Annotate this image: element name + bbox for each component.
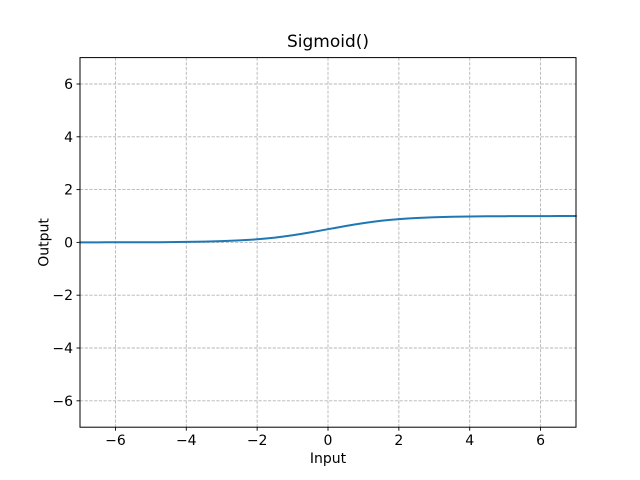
x-tick-label: −6 <box>105 433 126 449</box>
sigmoid-curve <box>79 215 577 244</box>
x-tick-label: 6 <box>536 433 545 449</box>
y-tick-label: −6 <box>52 394 73 410</box>
series-layer <box>79 215 577 244</box>
x-tick-label: −2 <box>247 433 268 449</box>
x-tick-label: −4 <box>176 433 197 449</box>
y-tick-label: 0 <box>64 235 73 251</box>
tick-layer: −6 −4 −2 0 2 4 6 −6 −4 −2 0 2 4 6 <box>52 77 545 449</box>
y-tick-label: 4 <box>64 130 73 146</box>
x-axis-label: Input <box>310 451 347 467</box>
y-axis-label: Output <box>37 218 53 267</box>
y-tick-label: 2 <box>64 183 73 199</box>
x-tick-label: 0 <box>324 433 333 449</box>
y-tick-label: −4 <box>52 341 73 357</box>
grid-layer <box>80 57 576 428</box>
y-tick-label: −2 <box>52 288 73 304</box>
y-tick-label: 6 <box>64 77 73 93</box>
plot-frame <box>79 57 577 428</box>
x-tick-label: 2 <box>394 433 403 449</box>
chart-title: Sigmoid() <box>287 32 369 52</box>
x-tick-label: 4 <box>465 433 474 449</box>
